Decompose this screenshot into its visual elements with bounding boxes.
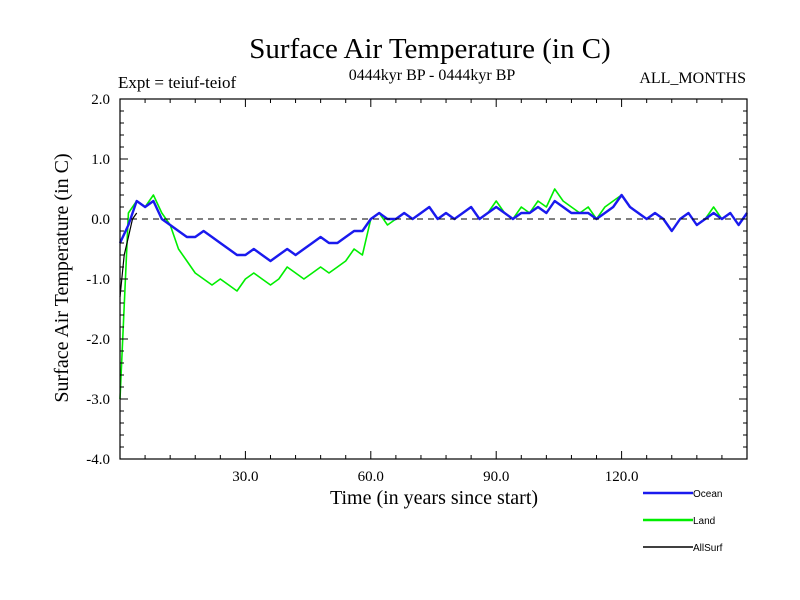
series-line-ocean: [118, 193, 748, 263]
y-tick-label: -1.0: [86, 272, 110, 288]
y-tick-label: 2.0: [91, 92, 110, 108]
y-tick-label: -3.0: [86, 392, 110, 408]
legend: Ocean Land AllSurf: [643, 489, 723, 554]
axes: -4.0 -3.0 -2.0 -1.0 0.0 1.0 2.0 30.0 60.0 90.0 120…: [86, 92, 747, 485]
plot-frame: [119, 98, 748, 460]
x-tick-label: 120.0: [605, 469, 639, 485]
y-tick-label: 1.0: [91, 152, 110, 168]
x-tick-label: 90.0: [483, 469, 509, 485]
y-axis-label: Surface Air Temperature (in C): [51, 153, 73, 402]
plot-series: [118, 188, 748, 400]
x-tick-label: 30.0: [232, 469, 258, 485]
experiment-label: Expt = teiuf-teiof: [118, 73, 237, 92]
y-tick-label: -2.0: [86, 332, 110, 348]
x-tick-label: 60.0: [358, 469, 384, 485]
legend-label-ocean: Ocean: [693, 489, 722, 500]
period-label: 0444kyr BP - 0444kyr BP: [349, 67, 516, 84]
series-line-allsurf: [119, 212, 138, 298]
months-label: ALL_MONTHS: [639, 70, 746, 87]
x-axis-label: Time (in years since start): [330, 487, 538, 509]
chart-title: Surface Air Temperature (in C): [249, 33, 610, 65]
series-line-land: [119, 188, 748, 400]
legend-label-land: Land: [693, 516, 715, 527]
y-tick-label: 0.0: [91, 212, 110, 228]
y-tick-label: -4.0: [86, 452, 110, 468]
legend-label-allsurf: AllSurf: [693, 543, 723, 554]
